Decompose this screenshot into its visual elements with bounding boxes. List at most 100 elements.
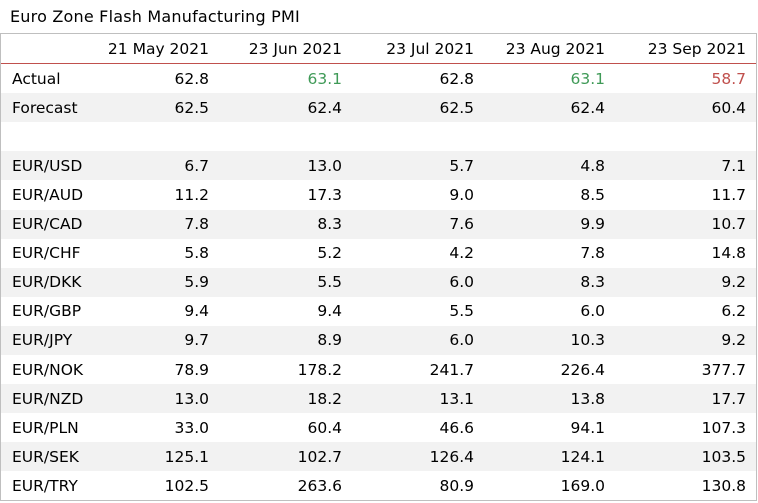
table-cell	[484, 122, 615, 151]
table-cell: 62.4	[484, 93, 615, 123]
table-cell: 11.7	[711, 186, 746, 205]
table-cell: 7.8	[580, 244, 605, 263]
table-row: EUR/CAD 7.8 8.3 7.6 9.9 10.7	[1, 209, 756, 239]
table-cell: 78.9	[174, 360, 209, 379]
table-cell: 4.2	[449, 244, 474, 263]
table-cell: 6.0	[580, 302, 605, 321]
table-cell: 107.3	[701, 418, 746, 437]
table-cell: 130.8	[701, 476, 746, 495]
table-row: EUR/NZD 13.0 18.2 13.1 13.8 17.7	[1, 384, 756, 414]
table-cell: 9.4	[184, 302, 209, 321]
table-cell: 9.7	[93, 325, 219, 356]
table-cell: 4.8	[484, 151, 615, 181]
row-label: Forecast	[1, 93, 93, 123]
table-cell: 5.8	[184, 244, 209, 263]
table-cell: 103.5	[615, 442, 756, 472]
table-cell: 5.5	[449, 302, 474, 321]
table-cell: 14.8	[711, 244, 746, 263]
column-header: 23 Jun 2021	[219, 34, 352, 65]
table-cell: 8.9	[219, 325, 352, 356]
table-cell: 62.8	[439, 69, 474, 88]
row-label: EUR/CAD	[1, 209, 93, 239]
table-cell: 9.9	[484, 209, 615, 239]
table-cell: 94.1	[570, 418, 605, 437]
row-label: EUR/JPY	[1, 325, 93, 356]
table-cell	[615, 122, 756, 151]
table-cell: 9.4	[317, 302, 342, 321]
table-cell: 6.2	[721, 302, 746, 321]
table-body: Actual 62.8 63.1 62.8 63.1 58.7 Forecast 62.5 62…	[1, 64, 756, 501]
table-cell: 46.6	[439, 418, 474, 437]
table-row: EUR/PLN 33.0 60.4 46.6 94.1 107.3	[1, 413, 756, 442]
table-cell: 5.7	[352, 151, 484, 181]
table-cell: 8.3	[484, 267, 615, 297]
header-corner	[1, 34, 93, 65]
table-cell: 8.3	[219, 209, 352, 239]
table-cell: 102.7	[219, 442, 352, 472]
table-row: EUR/TRY 102.5 263.6 80.9 169.0 130.8	[1, 471, 756, 500]
table-cell: 62.4	[219, 93, 352, 123]
table-cell: 63.1	[307, 69, 342, 88]
table-cell: 6.7	[93, 151, 219, 181]
table-row: EUR/NOK 78.9 178.2 241.7 226.4 377.7	[1, 355, 756, 384]
table-cell	[93, 122, 219, 151]
table-title: Euro Zone Flash Manufacturing PMI	[10, 7, 300, 26]
row-label: EUR/DKK	[1, 267, 93, 297]
table-row: EUR/GBP 9.4 9.4 5.5 6.0 6.2	[1, 297, 756, 326]
table-row: EUR/CHF 5.8 5.2 4.2 7.8 14.8	[1, 239, 756, 268]
table-row: Forecast 62.5 62.4 62.5 62.4 60.4	[1, 93, 756, 123]
table-cell: 62.8	[174, 69, 209, 88]
row-label	[1, 122, 93, 151]
table-cell: 62.5	[352, 93, 484, 123]
table-cell: 7.1	[615, 151, 756, 181]
table-cell: 377.7	[701, 360, 746, 379]
table-cell: 10.3	[484, 325, 615, 356]
table-row: Actual 62.8 63.1 62.8 63.1 58.7	[1, 64, 756, 94]
column-header: 23 Aug 2021	[484, 34, 615, 65]
table-cell: 169.0	[560, 476, 605, 495]
table-cell: 241.7	[429, 360, 474, 379]
table-cell: 33.0	[174, 418, 209, 437]
table-cell	[219, 122, 352, 151]
table-cell: 9.0	[449, 186, 474, 205]
table-cell: 125.1	[93, 442, 219, 472]
row-label: EUR/SEK	[1, 442, 93, 472]
row-label: EUR/GBP	[12, 302, 82, 321]
table-cell: 80.9	[439, 476, 474, 495]
table-cell: 11.2	[174, 186, 209, 205]
table-cell: 58.7	[711, 69, 746, 88]
table-cell: 6.0	[352, 267, 484, 297]
table-row: EUR/AUD 11.2 17.3 9.0 8.5 11.7	[1, 180, 756, 209]
table-cell: 5.5	[219, 267, 352, 297]
table-row: EUR/JPY 9.7 8.9 6.0 10.3 9.2	[1, 325, 756, 356]
table-cell: 9.2	[615, 267, 756, 297]
table-cell: 126.4	[352, 442, 484, 472]
table-cell: 263.6	[297, 476, 342, 495]
table-cell: 13.8	[484, 384, 615, 414]
table-cell: 7.8	[93, 209, 219, 239]
row-label: EUR/CHF	[12, 244, 81, 263]
column-header: 23 Jul 2021	[352, 34, 484, 65]
table-row: EUR/DKK 5.9 5.5 6.0 8.3 9.2	[1, 267, 756, 297]
table-cell: 17.3	[307, 186, 342, 205]
row-label: Actual	[12, 69, 61, 88]
row-label: EUR/TRY	[12, 476, 78, 495]
table-cell: 9.2	[615, 325, 756, 356]
header-row: 21 May 2021 23 Jun 2021 23 Jul 2021 23 A…	[1, 34, 756, 65]
row-label: EUR/PLN	[12, 418, 79, 437]
table-cell: 10.7	[615, 209, 756, 239]
table-cell: 18.2	[219, 384, 352, 414]
table-cell: 5.2	[317, 244, 342, 263]
table-cell: 8.5	[580, 186, 605, 205]
data-table-container: 21 May 2021 23 Jun 2021 23 Jul 2021 23 A…	[0, 33, 757, 501]
table-cell: 63.1	[570, 69, 605, 88]
table-row	[1, 122, 756, 151]
table-cell: 178.2	[297, 360, 342, 379]
table-cell: 60.4	[307, 418, 342, 437]
table-cell: 102.5	[164, 476, 209, 495]
table-cell: 226.4	[560, 360, 605, 379]
table-cell: 62.5	[93, 93, 219, 123]
table-cell: 60.4	[615, 93, 756, 123]
column-header: 23 Sep 2021	[615, 34, 756, 65]
table-cell: 7.6	[352, 209, 484, 239]
